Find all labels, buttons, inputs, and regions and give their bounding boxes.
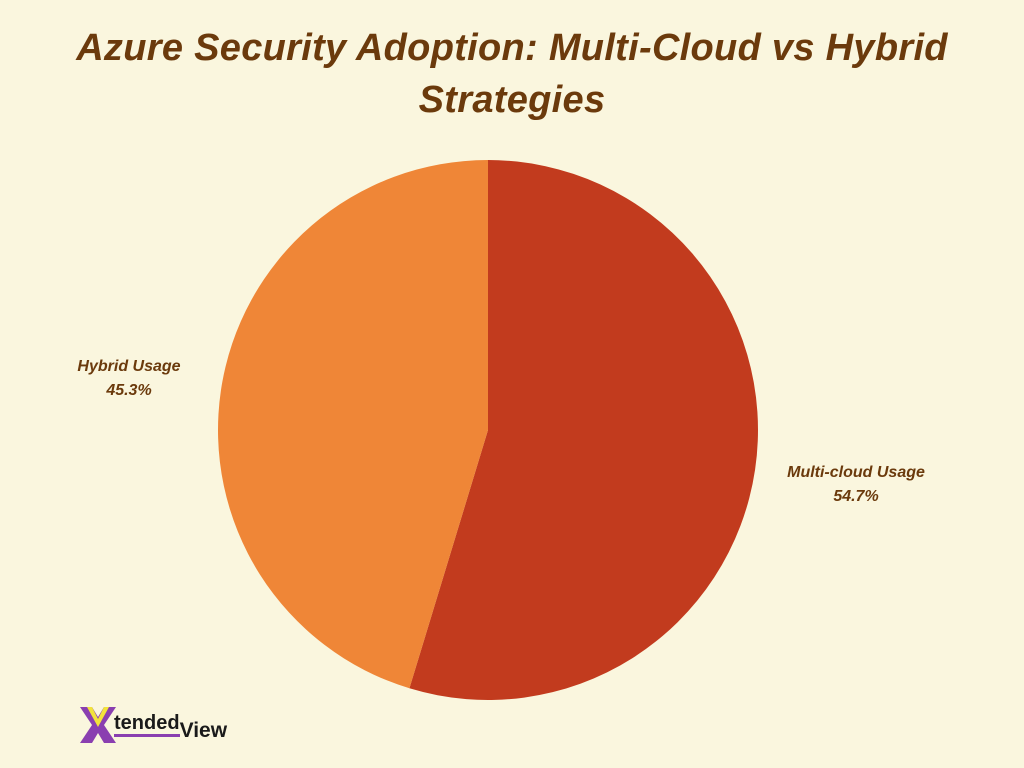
multi-cloud-label-value: 54.7% — [833, 488, 879, 505]
multi-cloud-label-name: Multi-cloud Usage — [787, 464, 925, 481]
logo-x-mark-icon — [80, 707, 116, 743]
chart-title-line-2: Strategies — [418, 79, 606, 121]
chart-title-line-1: Azure Security Adoption: Multi-Cloud vs … — [76, 27, 948, 69]
xtendedview-logo: tended View — [78, 703, 227, 743]
chart-title: Azure Security Adoption: Multi-Cloud vs … — [0, 22, 1024, 126]
logo-text-tended: tended — [114, 712, 180, 737]
multi-cloud-slice-label: Multi-cloud Usage 54.7% — [750, 461, 962, 509]
pie-slice-multi-cloud[interactable] — [409, 160, 758, 700]
hybrid-label-value: 45.3% — [106, 382, 152, 399]
pie-slice-hybrid[interactable] — [217, 160, 489, 689]
logo-text-view: View — [179, 719, 228, 742]
hybrid-label-name: Hybrid Usage — [77, 358, 181, 375]
hybrid-slice-label: Hybrid Usage 45.3% — [58, 355, 200, 403]
